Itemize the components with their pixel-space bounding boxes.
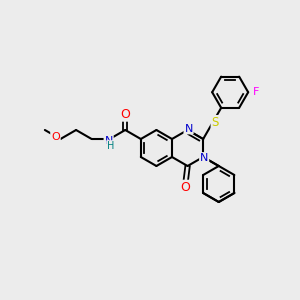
Text: O: O bbox=[181, 181, 190, 194]
Text: O: O bbox=[51, 132, 60, 142]
Text: O: O bbox=[120, 108, 130, 121]
Text: N: N bbox=[104, 136, 113, 146]
Text: N: N bbox=[200, 153, 208, 163]
Text: S: S bbox=[212, 116, 219, 129]
Text: N: N bbox=[184, 124, 193, 134]
Text: F: F bbox=[253, 87, 260, 97]
Text: H: H bbox=[107, 141, 114, 151]
